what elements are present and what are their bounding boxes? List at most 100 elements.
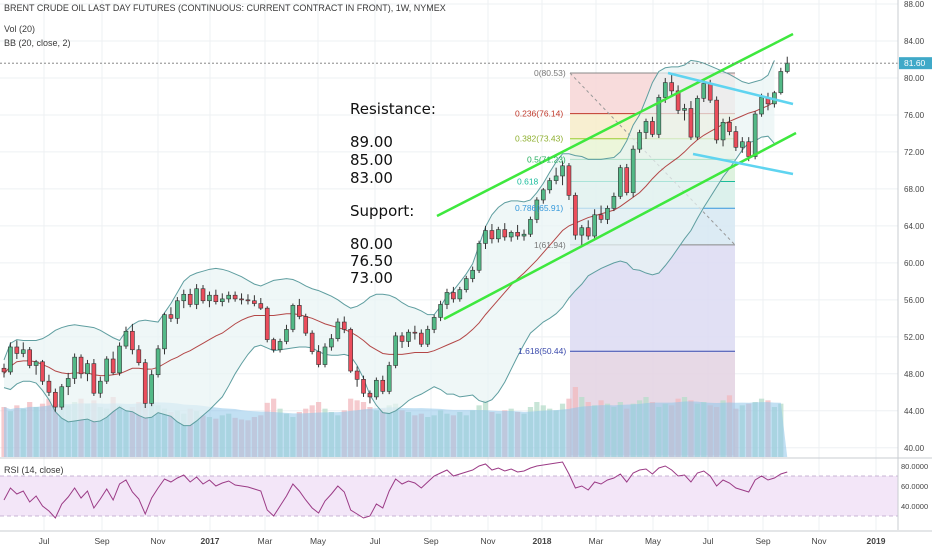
candle-body <box>258 303 264 309</box>
candle-body <box>393 335 398 366</box>
candle-body <box>624 167 630 193</box>
time-axis-label: Jul <box>370 536 381 546</box>
candle-body <box>418 332 424 345</box>
candle-body <box>117 345 122 374</box>
candle-body <box>656 97 662 135</box>
candle-body <box>540 189 546 201</box>
candle-body <box>560 165 565 177</box>
candle-body <box>264 307 270 340</box>
candle-body <box>618 167 623 197</box>
candle-body <box>252 300 257 304</box>
candle-body <box>316 351 321 365</box>
candle-body <box>329 338 334 348</box>
resistance-level-3: 83.00 <box>350 169 393 187</box>
candle-body <box>521 233 527 237</box>
candle-body <box>297 305 302 317</box>
candle-body <box>46 380 52 393</box>
candle-body <box>566 165 572 196</box>
candle-body <box>752 113 758 157</box>
resistance-level-1: 89.00 <box>350 133 393 151</box>
candle-body <box>335 321 341 339</box>
candle-body <box>592 214 597 237</box>
candle-body <box>778 71 784 94</box>
candle-body <box>508 232 514 238</box>
candle-body <box>688 108 694 138</box>
candle-body <box>374 379 379 398</box>
current-price-tag <box>899 57 932 70</box>
candle-body <box>226 294 231 300</box>
price-axis-label: 88.00 <box>904 0 925 9</box>
rsi-axis-label: 40.0000 <box>901 502 928 511</box>
candle-body <box>457 289 463 300</box>
candle-body <box>322 346 328 365</box>
candle-body <box>361 379 366 394</box>
candle-body <box>399 335 405 342</box>
time-axis-label: Sep <box>423 536 438 546</box>
resistance-title: Resistance: <box>350 100 436 118</box>
bollinger-fill <box>4 60 775 426</box>
flag-upper-line <box>667 71 794 106</box>
fibonacci-label: 0.618 <box>517 177 539 187</box>
time-axis-label: Mar <box>258 536 273 546</box>
candle-body <box>553 175 559 181</box>
price-axis-label: 76.00 <box>904 111 925 120</box>
candle-body <box>341 321 347 330</box>
candle-body <box>20 349 26 354</box>
candle-body <box>573 195 578 236</box>
price-axis-label: 48.00 <box>904 370 925 379</box>
candle-body <box>175 300 180 319</box>
candle-body <box>534 199 540 220</box>
candle-body <box>130 330 135 351</box>
resistance-level-2: 85.00 <box>350 151 393 169</box>
bollinger-legend[interactable]: BB (20, close, 2) <box>4 38 71 48</box>
time-axis-label: 2017 <box>201 536 220 546</box>
candle-body <box>40 361 45 382</box>
candle-body <box>733 131 739 148</box>
candle-body <box>245 299 251 302</box>
fibonacci-label: 1(61.94) <box>534 240 566 250</box>
time-axis-label: May <box>645 536 662 546</box>
candle-body <box>476 243 482 271</box>
time-axis-label: Nov <box>480 536 496 546</box>
price-axis-label: 56.00 <box>904 296 925 305</box>
candle-body <box>8 346 13 373</box>
candle-body <box>579 227 585 236</box>
rsi-legend[interactable]: RSI (14, close) <box>4 465 64 475</box>
candle-body <box>53 391 58 408</box>
price-axis-label: 60.00 <box>904 259 925 268</box>
price-axis-label: 52.00 <box>904 333 925 342</box>
candle-body <box>650 121 655 135</box>
candle-body <box>123 330 129 347</box>
bollinger-lower-line <box>3 135 775 427</box>
candle-body <box>707 83 713 101</box>
fibonacci-label: 0.382(73.43) <box>515 134 563 144</box>
time-axis-label: Jul <box>39 536 50 546</box>
support-level-3: 73.00 <box>350 269 393 287</box>
candle-body <box>155 348 161 376</box>
rsi-axis-label: 80.0000 <box>901 462 928 471</box>
rsi-band <box>0 476 898 516</box>
candle-body <box>232 294 238 300</box>
flag-lower-line <box>692 152 794 176</box>
candle-body <box>149 374 154 404</box>
volume-legend[interactable]: Vol (20) <box>4 24 36 34</box>
candle-body <box>528 219 533 235</box>
time-axis-label: May <box>310 536 327 546</box>
time-axis-label: Mar <box>589 536 604 546</box>
candle-body <box>367 392 373 398</box>
time-axis-label: 2019 <box>867 536 886 546</box>
candle-body <box>271 339 276 351</box>
candle-body <box>85 363 90 375</box>
candle-body <box>380 379 386 392</box>
candle-body <box>386 365 392 392</box>
fibonacci-label: 1.618(50.44) <box>518 346 566 356</box>
candle-body <box>162 314 167 350</box>
fibonacci-label: 0.5(71.23) <box>527 154 566 164</box>
candle-body <box>425 329 431 345</box>
candle-body <box>759 97 764 115</box>
candle-body <box>98 380 103 394</box>
candle-body <box>643 121 649 133</box>
candle-body <box>502 229 508 238</box>
